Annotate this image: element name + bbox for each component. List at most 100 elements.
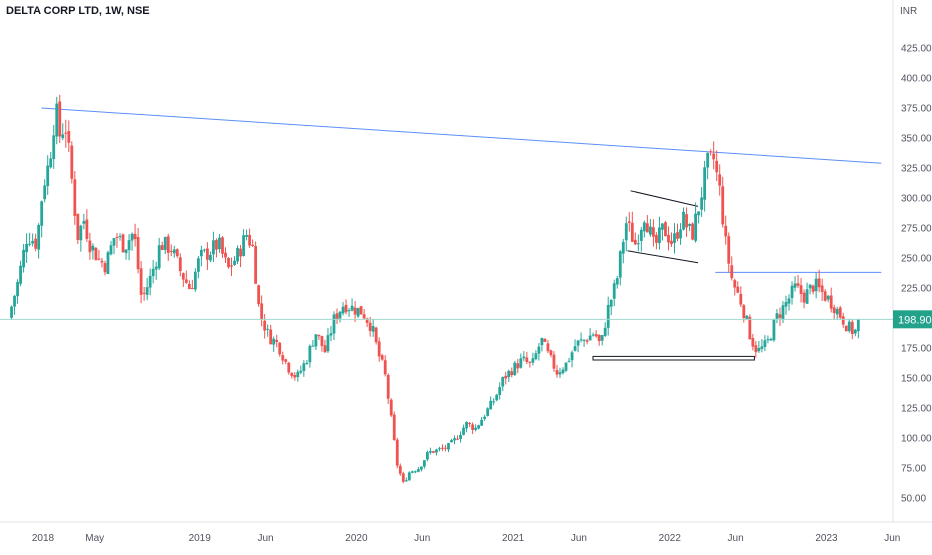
candle (320, 335, 324, 352)
resistance-trendline[interactable] (41, 107, 882, 164)
candle (742, 303, 746, 323)
candle (383, 355, 387, 377)
candle (787, 294, 791, 311)
candle (326, 328, 330, 354)
y-tick-label: 250.00 (901, 254, 932, 265)
candle (504, 371, 508, 385)
candle (398, 463, 402, 476)
candle (85, 209, 89, 242)
candle (465, 421, 468, 433)
candle (670, 232, 673, 247)
candle (371, 319, 375, 337)
candle (278, 341, 282, 357)
candle (329, 325, 333, 342)
candle (624, 216, 628, 252)
candle (733, 278, 737, 296)
candle (658, 216, 661, 250)
candle (46, 155, 50, 195)
candle (43, 179, 47, 203)
candle (573, 339, 577, 352)
candle (199, 245, 203, 267)
candle (552, 351, 556, 372)
candle (139, 261, 143, 304)
candle (356, 307, 360, 318)
candle (435, 448, 438, 456)
candle (480, 416, 484, 426)
candle (64, 119, 68, 148)
candle (76, 213, 80, 245)
candle (793, 276, 797, 292)
y-tick-label: 300.00 (901, 194, 932, 205)
candle (618, 249, 622, 286)
candle (769, 337, 773, 341)
candle (359, 305, 363, 315)
candle (471, 422, 474, 435)
candle (525, 351, 529, 364)
candle (510, 367, 514, 378)
y-tick-label: 225.00 (901, 284, 932, 295)
candle (459, 431, 462, 443)
x-tick-label: 2020 (345, 533, 368, 544)
candle (338, 311, 342, 323)
candle (655, 232, 658, 250)
candle (558, 367, 562, 378)
candle (404, 477, 408, 482)
candle (94, 247, 98, 261)
candle (266, 324, 270, 337)
candle (546, 340, 550, 354)
candle (392, 411, 396, 441)
candle (832, 304, 836, 320)
x-tick-label: Jun (884, 533, 900, 544)
candle (850, 319, 854, 340)
flag-pattern-line[interactable] (627, 250, 699, 264)
candle (597, 334, 601, 346)
candle (706, 152, 710, 180)
candle (227, 257, 230, 269)
y-tick-label: 150.00 (901, 374, 932, 385)
candle (639, 227, 643, 252)
candle (462, 424, 465, 436)
candle (691, 222, 694, 241)
x-tick-label: Jun (257, 533, 273, 544)
candle (576, 340, 580, 353)
candle (422, 459, 426, 469)
support-zone-rect[interactable] (592, 355, 755, 361)
candle (838, 305, 842, 321)
candle (543, 338, 547, 343)
candle (395, 437, 399, 469)
candle (302, 360, 306, 377)
candle (115, 233, 119, 248)
candle (407, 471, 411, 481)
candle (772, 318, 776, 342)
candle (603, 322, 607, 337)
candle (754, 340, 758, 358)
candle (438, 446, 441, 452)
candle (130, 232, 134, 251)
candle (697, 211, 701, 224)
x-tick-label: May (85, 533, 104, 544)
candle (736, 281, 740, 294)
candle (784, 295, 788, 315)
candle (621, 238, 625, 264)
candle (281, 351, 285, 365)
candle (727, 232, 731, 273)
candle (142, 286, 146, 301)
candle (817, 269, 821, 293)
candle (401, 471, 405, 484)
candle (206, 242, 209, 271)
candle (474, 424, 478, 432)
candle (112, 237, 116, 255)
candle (163, 236, 167, 255)
candle (236, 245, 239, 265)
candle (230, 257, 233, 277)
candle (296, 369, 300, 382)
flag-pattern-line[interactable] (630, 190, 699, 207)
candle (516, 358, 520, 374)
candle (178, 253, 182, 277)
candle (709, 149, 713, 156)
candle (19, 260, 22, 287)
candle (718, 164, 722, 196)
candle (257, 284, 261, 307)
candle (537, 343, 541, 361)
